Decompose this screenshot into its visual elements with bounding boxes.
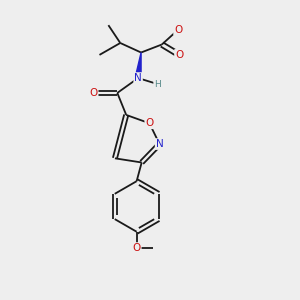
Text: N: N (134, 73, 142, 83)
Text: O: O (89, 88, 98, 98)
Text: H: H (154, 80, 161, 88)
Text: O: O (174, 25, 182, 34)
Polygon shape (135, 52, 141, 78)
Text: O: O (175, 50, 183, 60)
Text: N: N (156, 139, 164, 149)
Text: O: O (145, 118, 154, 128)
Text: O: O (133, 243, 141, 253)
